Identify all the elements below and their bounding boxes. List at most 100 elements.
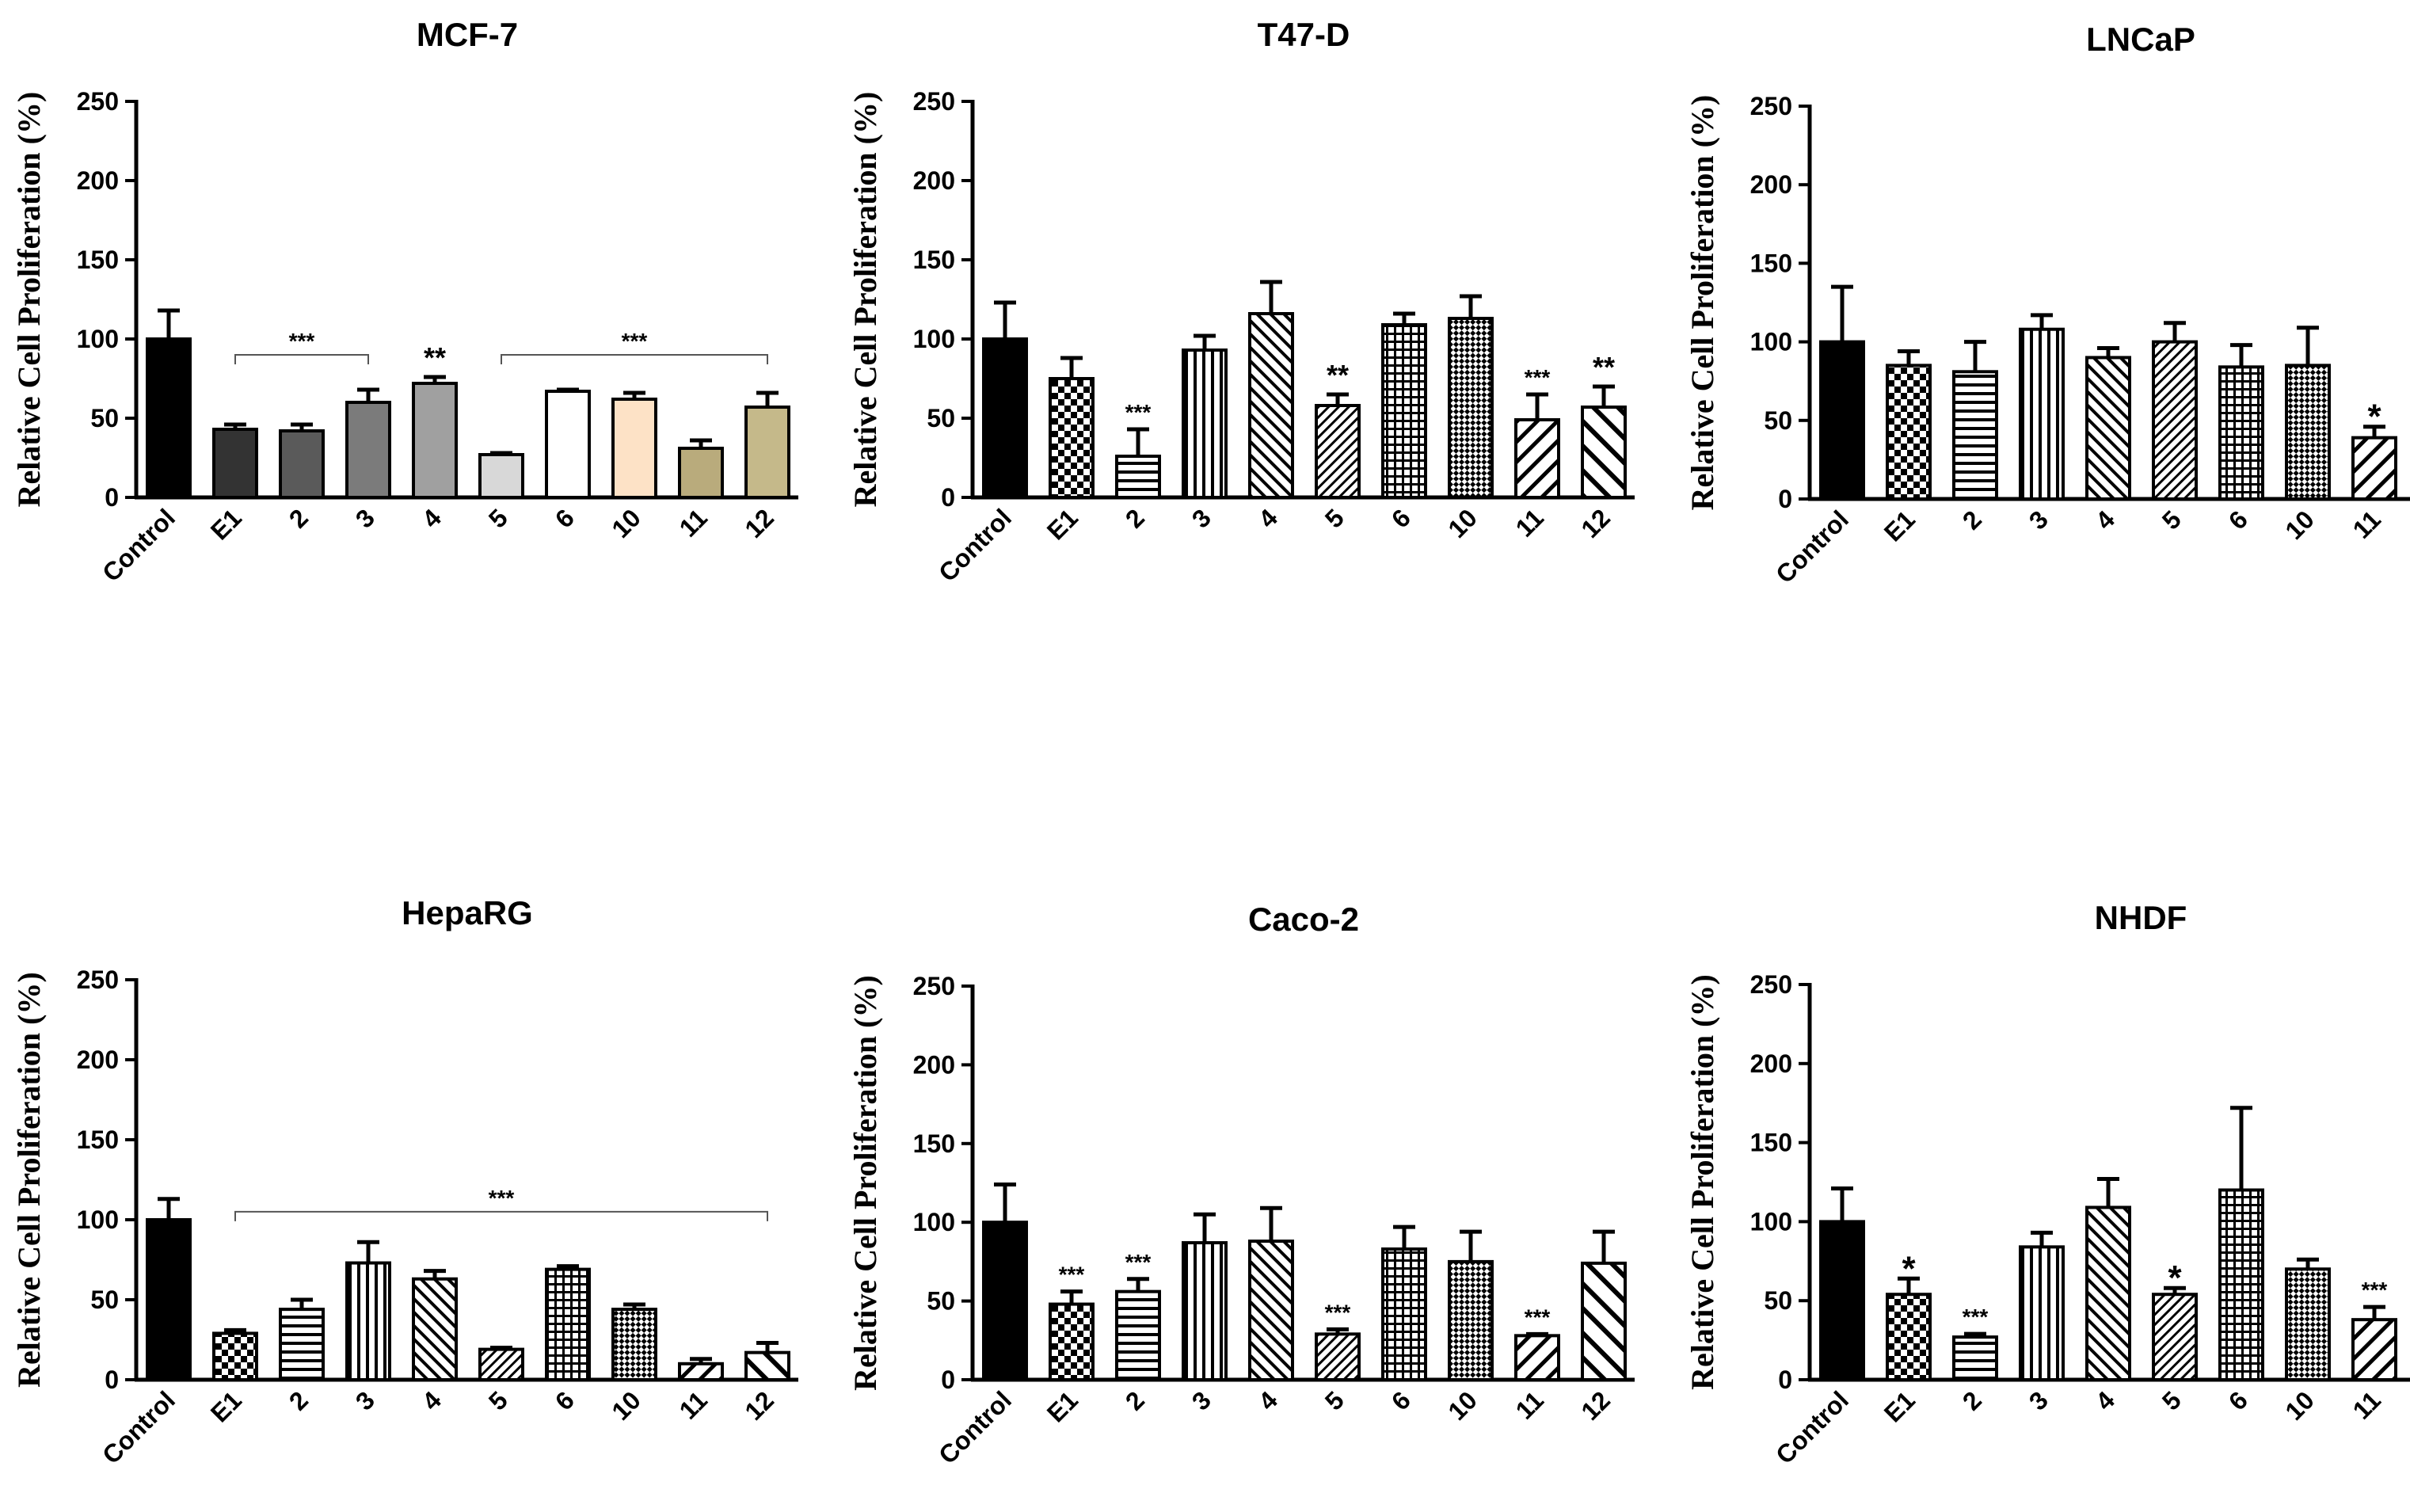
x-tick-label: 6: [2223, 505, 2253, 535]
x-tick-label: 4: [2090, 1385, 2120, 1415]
x-tick-label: 4: [2090, 505, 2120, 535]
y-tick-label: 50: [90, 1285, 119, 1314]
significance-label: ***: [1525, 1304, 1551, 1329]
bar-10: [611, 1308, 657, 1381]
y-tick-label: 100: [77, 325, 119, 353]
bar-3: [2019, 327, 2065, 501]
y-axis-title: Relative Cell Proliferation (%): [847, 92, 883, 508]
x-tick-label: 5: [2157, 505, 2187, 535]
x-tick-label: 12: [739, 503, 779, 543]
significance-label: ***: [622, 329, 648, 353]
chart-title: MCF-7: [417, 16, 518, 53]
x-tick-label: 3: [1186, 1385, 1216, 1415]
bar-4: [412, 382, 458, 499]
x-tick-label: Control: [97, 1385, 181, 1469]
bar-12: [1581, 406, 1627, 499]
chart-title: T47-D: [1258, 16, 1350, 53]
bar-2: [1952, 1335, 1998, 1382]
bar-3: [1182, 348, 1228, 499]
significance-label: *: [1902, 1249, 1916, 1288]
bar-Control: [982, 1221, 1028, 1381]
x-tick-label: 6: [1386, 503, 1416, 533]
x-tick-label: Control: [1770, 1385, 1854, 1469]
bar-10: [611, 398, 657, 499]
bar-2: [279, 1308, 325, 1381]
x-tick-label: Control: [933, 1385, 1017, 1469]
x-tick-label: 10: [606, 1385, 646, 1426]
bar-2: [1115, 1289, 1161, 1381]
y-tick-label: 250: [913, 972, 955, 1000]
bar-6: [545, 1267, 591, 1381]
x-tick-label: 3: [2024, 505, 2054, 535]
bar-3: [1182, 1241, 1228, 1381]
x-tick-label: 10: [1442, 1385, 1483, 1426]
bar-5: [1315, 404, 1361, 499]
significance-label: ***: [1059, 1263, 1085, 1287]
significance-bracket: [501, 354, 768, 364]
y-tick-label: 150: [77, 1125, 119, 1154]
x-tick-label: 3: [1186, 503, 1216, 533]
significance-label: ***: [1125, 1250, 1152, 1274]
x-tick-label: Control: [97, 503, 181, 587]
significance-label: **: [1327, 359, 1349, 391]
x-tick-label: 4: [1253, 1385, 1283, 1415]
y-tick-label: 150: [1750, 1129, 1792, 1157]
bar-11: [2351, 1318, 2397, 1381]
x-tick-label: 11: [674, 1385, 713, 1424]
chart-title: LNCaP: [2086, 21, 2195, 58]
x-tick-label: 11: [674, 503, 713, 542]
y-tick-label: 200: [77, 1045, 119, 1074]
chart-panel-2: LNCaP Relative Cell Proliferation (%) 0 50 1…: [1685, 21, 2410, 588]
y-tick-label: 100: [1750, 1207, 1792, 1236]
x-tick-label: 3: [2024, 1385, 2054, 1415]
x-tick-label: 12: [1575, 503, 1616, 543]
x-tick-label: 10: [2279, 1385, 2320, 1426]
bar-Control: [1819, 1220, 1865, 1382]
y-tick-label: 50: [927, 404, 955, 432]
bar-3: [345, 401, 391, 499]
bar-6: [1381, 323, 1427, 499]
bar-12: [744, 406, 790, 499]
bar-6: [545, 390, 591, 499]
x-tick-label: 4: [1253, 503, 1283, 533]
y-tick-label: 200: [913, 1050, 955, 1079]
y-axis-title: Relative Cell Proliferation (%): [1685, 974, 1720, 1390]
x-tick-label: 2: [1120, 503, 1150, 533]
bar-10: [2285, 1267, 2331, 1382]
y-axis-title: Relative Cell Proliferation (%): [11, 92, 47, 508]
x-tick-label: 6: [550, 1385, 580, 1415]
bar-Control: [982, 337, 1028, 499]
bar-5: [1315, 1332, 1361, 1382]
x-tick-label: 5: [483, 503, 513, 533]
significance-label: ***: [489, 1186, 515, 1210]
significance-bracket: [234, 354, 369, 364]
bar-2: [1115, 455, 1161, 499]
x-tick-label: 3: [350, 1385, 380, 1415]
bar-6: [1381, 1247, 1427, 1381]
x-tick-label: E1: [1041, 503, 1083, 545]
bar-Control: [1819, 340, 1865, 501]
bar-3: [345, 1261, 391, 1382]
x-tick-label: 5: [1319, 1385, 1350, 1415]
bar-5: [478, 453, 524, 499]
bar-11: [678, 1362, 724, 1382]
significance-label: *: [2367, 398, 2381, 436]
x-tick-label: 12: [739, 1385, 779, 1426]
x-tick-label: 3: [350, 503, 380, 533]
chart-panel-1: T47-D Relative Cell Proliferation (%) 0 50 1…: [847, 16, 1635, 587]
y-tick-label: 50: [927, 1287, 955, 1316]
x-tick-label: 2: [1120, 1385, 1150, 1415]
y-tick-label: 150: [1750, 249, 1792, 277]
x-tick-label: 11: [2347, 1385, 2386, 1424]
x-tick-label: Control: [933, 503, 1017, 587]
y-tick-label: 250: [77, 965, 119, 994]
significance-label: ***: [289, 329, 315, 353]
bar-12: [1581, 1261, 1627, 1381]
significance-label: ***: [2362, 1278, 2388, 1302]
y-tick-label: 100: [1750, 328, 1792, 356]
y-tick-label: 250: [77, 87, 119, 116]
x-tick-label: 10: [1442, 503, 1483, 543]
bar-E1: [212, 428, 258, 499]
y-tick-label: 0: [1778, 1365, 1792, 1394]
